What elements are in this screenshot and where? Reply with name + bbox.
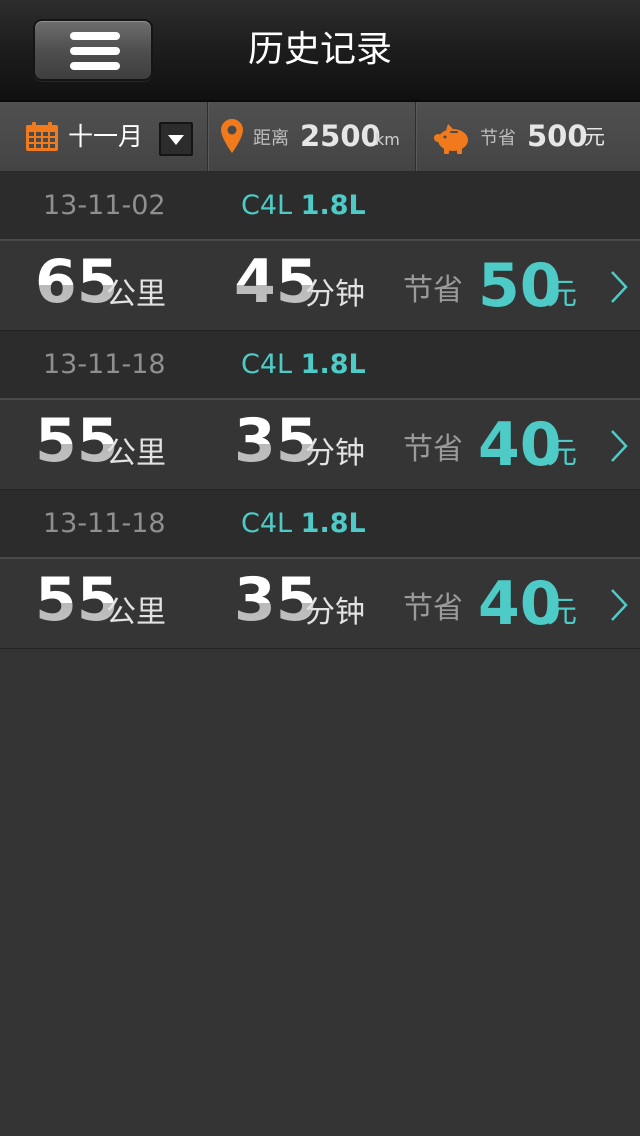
month-dropdown-button[interactable]	[159, 122, 193, 156]
record-trip-row[interactable]: 55 公里 35 分钟 节省 40 元	[0, 559, 640, 649]
summary-divider	[415, 102, 417, 171]
savings-value: 50	[478, 251, 562, 321]
hamburger-menu-icon	[70, 32, 120, 70]
chevron-down-icon	[168, 135, 184, 145]
engine-size: 1.8L	[300, 508, 366, 539]
record-car: C4L 1.8L	[241, 490, 366, 557]
distance-value: 55	[35, 406, 119, 476]
savings-label: 节省	[403, 591, 463, 626]
record-date: 13-11-18	[43, 508, 166, 539]
savings-unit: 元	[547, 436, 577, 471]
summary-bar: 十一月 距离 2500 km 节省 500 元	[0, 102, 640, 172]
distance-unit: km	[375, 130, 400, 149]
chevron-right-icon[interactable]	[610, 588, 628, 622]
distance-unit: 公里	[106, 436, 166, 471]
distance-label: 距离	[253, 128, 289, 149]
chevron-right-icon[interactable]	[610, 270, 628, 304]
duration-value: 45	[234, 247, 318, 317]
car-model: C4L	[241, 190, 293, 221]
engine-size: 1.8L	[300, 349, 366, 380]
duration-unit: 分钟	[305, 277, 365, 312]
distance-value: 55	[35, 565, 119, 635]
savings-label: 节省	[403, 432, 463, 467]
car-model: C4L	[241, 349, 293, 380]
page-title: 历史记录	[247, 29, 392, 70]
record-date: 13-11-02	[43, 190, 166, 221]
duration-value: 35	[234, 565, 318, 635]
savings-label: 节省	[403, 273, 463, 308]
savings-label: 节省	[480, 128, 516, 149]
map-pin-icon	[221, 119, 243, 153]
record-date-row: 13-11-18 C4L 1.8L	[0, 331, 640, 400]
savings-value: 40	[478, 410, 562, 480]
duration-unit: 分钟	[305, 595, 365, 630]
savings-unit: 元	[584, 125, 605, 149]
piggy-bank-icon	[434, 124, 468, 154]
calendar-icon	[26, 122, 58, 151]
distance-value: 65	[35, 247, 119, 317]
record-date: 13-11-18	[43, 349, 166, 380]
car-model: C4L	[241, 508, 293, 539]
record-date-row: 13-11-18 C4L 1.8L	[0, 490, 640, 559]
record-car: C4L 1.8L	[241, 172, 366, 239]
month-label: 十一月	[68, 122, 144, 151]
savings-value: 40	[478, 569, 562, 639]
duration-value: 35	[234, 406, 318, 476]
distance-value: 2500	[300, 119, 381, 153]
distance-unit: 公里	[106, 277, 166, 312]
header-bar: 历史记录	[0, 0, 640, 102]
menu-button[interactable]	[33, 19, 153, 81]
record-trip-row[interactable]: 65 公里 45 分钟 节省 50 元	[0, 241, 640, 331]
engine-size: 1.8L	[300, 190, 366, 221]
savings-unit: 元	[547, 277, 577, 312]
distance-unit: 公里	[106, 595, 166, 630]
record-date-row: 13-11-02 C4L 1.8L	[0, 172, 640, 241]
record-trip-row[interactable]: 55 公里 35 分钟 节省 40 元	[0, 400, 640, 490]
duration-unit: 分钟	[305, 436, 365, 471]
chevron-right-icon[interactable]	[610, 429, 628, 463]
summary-divider	[207, 102, 209, 171]
record-car: C4L 1.8L	[241, 331, 366, 398]
savings-value: 500	[527, 119, 588, 153]
savings-unit: 元	[547, 595, 577, 630]
